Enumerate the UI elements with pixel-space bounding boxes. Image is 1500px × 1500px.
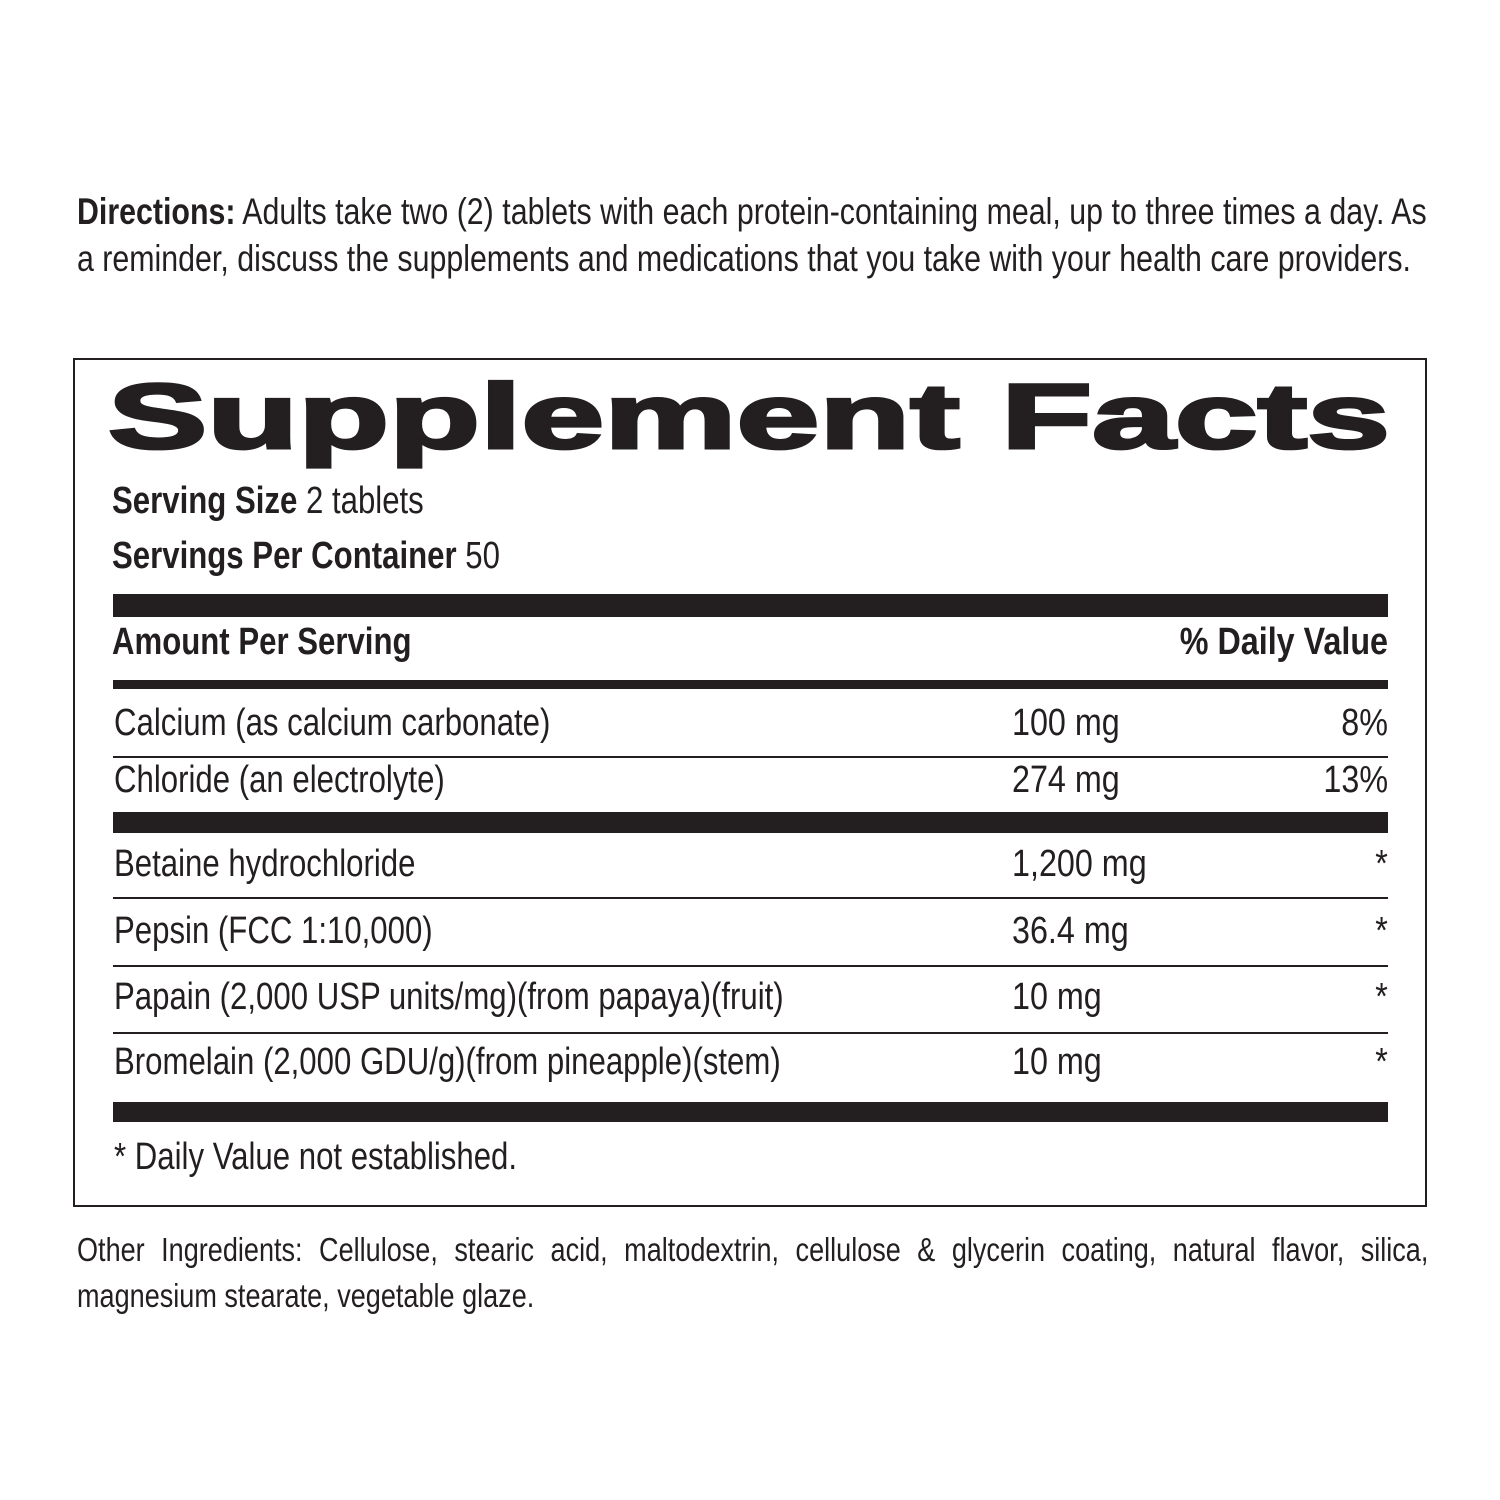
serving-size-value: 2 tablets (297, 480, 424, 522)
nutrient-daily-value: 8% (1341, 702, 1388, 744)
servings-per-container: Servings Per Container 50 (112, 535, 500, 578)
nutrient-amount: 10 mg (1012, 1041, 1102, 1083)
footnote: * Daily Value not established. (114, 1136, 518, 1178)
nutrient-amount: 36.4 mg (1012, 910, 1129, 952)
facts-title-svg: Supplement Facts (107, 365, 1392, 470)
directions-body: Adults take two (2) tablets with each pr… (77, 191, 1427, 279)
nutrient-daily-value: * (1375, 1041, 1388, 1083)
nutrient-amount: 100 mg (1012, 702, 1120, 744)
nutrient-name: Betaine hydrochloride (114, 843, 416, 885)
nutrient-daily-value: * (1375, 843, 1388, 885)
directions-text: Directions: Adults take two (2) tablets … (77, 188, 1427, 282)
nutrient-name: Papain (2,000 USP units/mg)(from papaya)… (114, 976, 784, 1018)
row-divider (113, 897, 1388, 899)
row-divider (113, 1032, 1388, 1034)
nutrient-name: Pepsin (FCC 1:10,000) (114, 910, 433, 952)
nutrient-name: Bromelain (2,000 GDU/g)(from pineapple)(… (114, 1041, 781, 1083)
thick-divider (113, 1102, 1388, 1122)
row-divider (113, 756, 1388, 758)
thick-divider (113, 594, 1388, 617)
facts-title: Supplement Facts (108, 366, 1390, 468)
directions-label: Directions: (77, 191, 236, 232)
servings-per-container-label: Servings Per Container (112, 535, 457, 577)
thick-divider (113, 812, 1388, 833)
nutrient-amount: 274 mg (1012, 759, 1120, 801)
servings-per-container-value: 50 (456, 535, 500, 577)
nutrient-daily-value: * (1375, 976, 1388, 1018)
serving-size-label: Serving Size (112, 480, 298, 522)
serving-size: Serving Size 2 tablets (112, 480, 424, 523)
header-amount-per-serving: Amount Per Serving (112, 621, 412, 663)
nutrient-daily-value: 13% (1323, 759, 1388, 801)
nutrient-name: Chloride (an electrolyte) (114, 759, 445, 801)
other-ingredients: Other Ingredients: Cellulose, stearic ac… (77, 1231, 1429, 1314)
header-daily-value: % Daily Value (1179, 621, 1388, 663)
nutrient-amount: 1,200 mg (1012, 843, 1147, 885)
nutrient-daily-value: * (1375, 910, 1388, 952)
nutrient-name: Calcium (as calcium carbonate) (114, 702, 551, 744)
medium-divider (113, 680, 1388, 689)
supplement-facts-panel (73, 358, 1427, 1207)
nutrient-amount: 10 mg (1012, 976, 1102, 1018)
row-divider (113, 965, 1388, 967)
